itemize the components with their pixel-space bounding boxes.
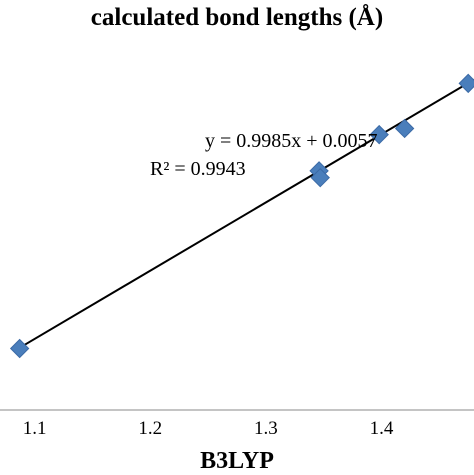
data-point — [394, 118, 415, 139]
chart-title: calculated bond lengths (Å) — [90, 4, 384, 31]
trendline-r-squared: R² = 0.9943 — [150, 158, 246, 180]
data-point — [458, 73, 474, 94]
trendline-equation: y = 0.9985x + 0.0057 — [205, 130, 378, 152]
x-axis-label: B3LYP — [200, 448, 274, 474]
x-tick-label: 1.3 — [254, 418, 278, 439]
x-tick-label: 1.4 — [370, 418, 394, 439]
x-tick-label: 1.2 — [138, 418, 162, 439]
x-tick-label: 1.1 — [23, 418, 47, 439]
data-point — [9, 338, 30, 359]
data-point — [369, 124, 389, 145]
trendline — [15, 78, 474, 351]
data-point — [310, 167, 330, 188]
